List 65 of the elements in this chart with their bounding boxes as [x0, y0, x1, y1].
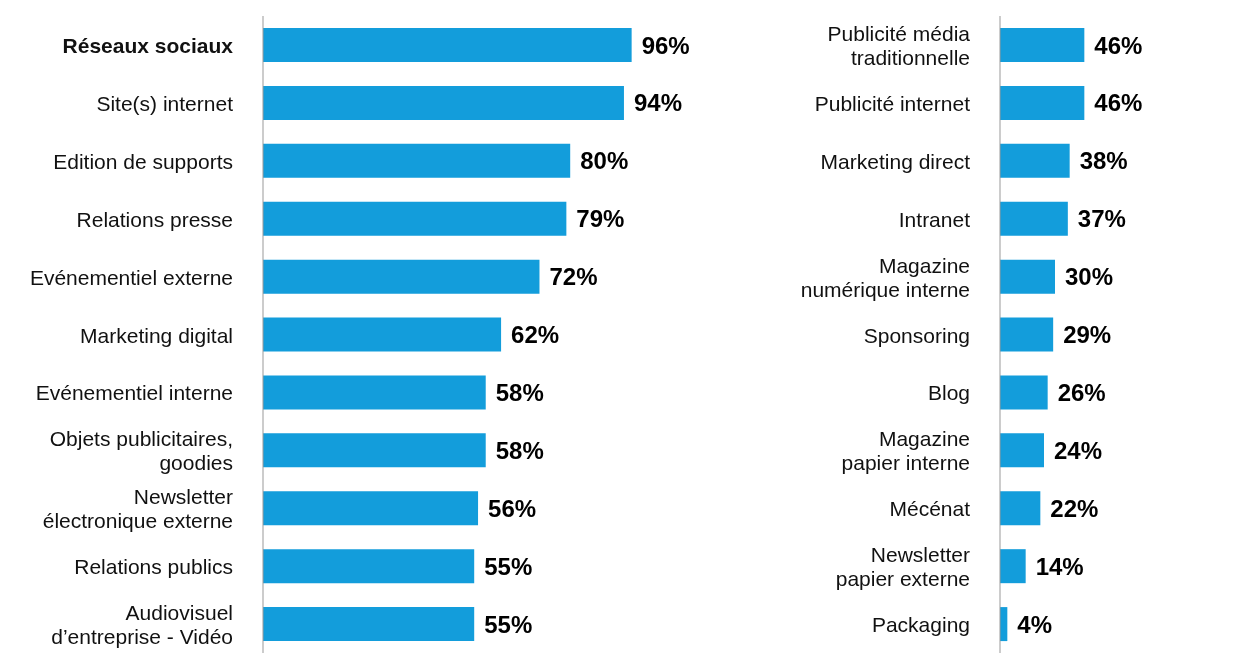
bar: [1000, 433, 1044, 468]
data-label: 38%: [1079, 147, 1128, 175]
data-label: 46%: [1094, 89, 1143, 117]
data-label: 46%: [1094, 31, 1143, 59]
y-tick-label: Intranet: [898, 207, 971, 231]
data-label: 96%: [641, 31, 690, 59]
data-label: 26%: [1057, 378, 1106, 406]
data-label: 55%: [484, 552, 533, 580]
y-tick-label: Evénementiel externe: [29, 265, 233, 289]
bar: [263, 28, 632, 62]
y-tick-label: Magazine papier interne: [841, 426, 970, 474]
bar: [1000, 375, 1048, 410]
data-label: 58%: [495, 436, 544, 464]
y-tick-label: Relations publics: [74, 554, 233, 578]
bar: [263, 259, 540, 294]
y-tick-label: Edition de supports: [53, 149, 233, 173]
bar: [263, 375, 486, 410]
y-tick-label: Magazine numérique interne: [800, 253, 970, 301]
bar: [1000, 549, 1026, 584]
y-tick-label: Newsletter papier externe: [835, 542, 970, 590]
y-tick-label: Evénementiel interne: [35, 380, 233, 404]
data-label: 24%: [1054, 436, 1103, 464]
data-label: 22%: [1050, 494, 1099, 522]
data-label: 79%: [576, 205, 625, 233]
bar: [1000, 491, 1041, 526]
y-tick-label: Packaging: [871, 612, 970, 636]
y-tick-label: Marketing direct: [820, 149, 971, 173]
data-label: 30%: [1065, 263, 1114, 291]
y-tick-label: Objets publicitaires, goodies: [49, 426, 233, 474]
y-tick-label: Sponsoring: [863, 323, 970, 346]
y-tick-label: Mécénat: [889, 496, 971, 520]
data-label: 14%: [1035, 552, 1084, 580]
y-tick-label: Blog: [927, 380, 970, 404]
bar: [263, 201, 567, 236]
data-label: 29%: [1063, 321, 1112, 349]
y-tick-label: Audiovisuel d’entreprise - Vidéo: [51, 600, 233, 648]
y-tick-label: Site(s) internet: [96, 91, 234, 115]
y-tick-label: Marketing digital: [80, 323, 233, 346]
bar: [1000, 317, 1054, 352]
bar: [263, 143, 571, 178]
data-label: 55%: [484, 610, 533, 638]
bar: [1000, 201, 1068, 236]
bar: [263, 607, 475, 642]
data-label: 56%: [488, 494, 537, 522]
y-tick-label: Newsletter électronique externe: [42, 484, 233, 532]
data-label: 94%: [633, 89, 683, 117]
data-label: 37%: [1077, 205, 1126, 233]
bar: [263, 491, 479, 526]
data-label: 4%: [1017, 610, 1053, 638]
bar: [1000, 259, 1055, 294]
y-tick-label: Relations presse: [76, 207, 233, 231]
bar: [263, 549, 475, 584]
data-label: 62%: [511, 321, 560, 349]
data-label: 58%: [495, 378, 544, 406]
y-tick-label: Publicité internet: [814, 91, 971, 115]
data-label: 72%: [549, 263, 598, 291]
bar: [1000, 143, 1070, 178]
bar: [1000, 28, 1085, 62]
bar: [263, 433, 486, 468]
y-tick-label: Publicité média traditionnelle: [827, 21, 971, 69]
data-label: 80%: [580, 147, 629, 175]
bar: [1000, 85, 1085, 120]
y-tick-label: Réseaux sociaux: [62, 33, 234, 57]
bar: [263, 317, 502, 352]
bar: [263, 85, 624, 120]
